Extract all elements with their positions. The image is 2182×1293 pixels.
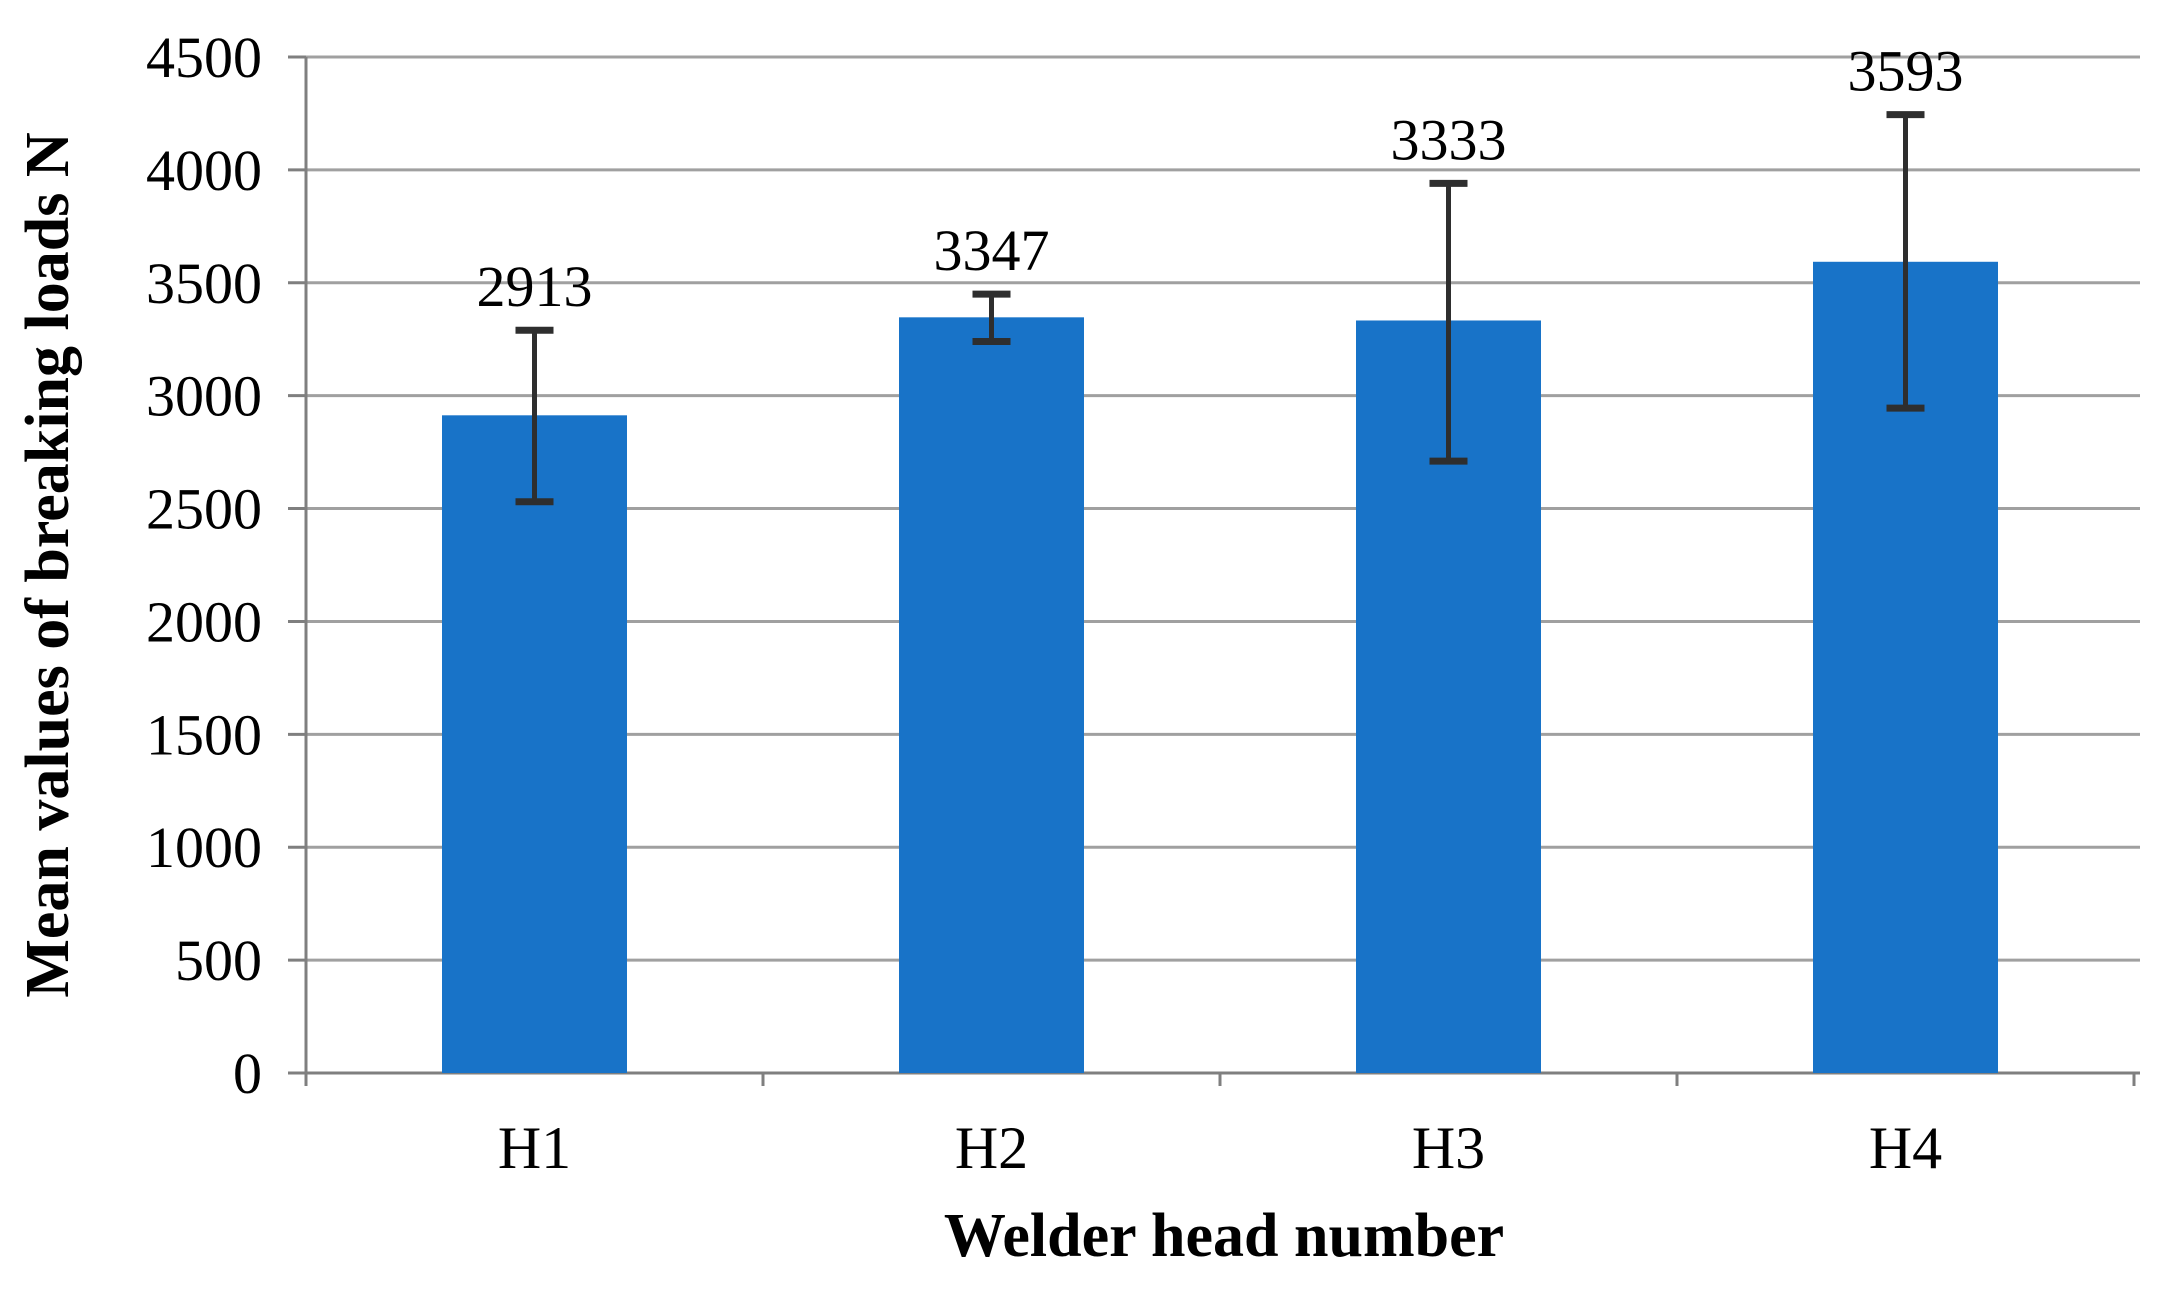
x-category-label-H2: H2: [955, 1115, 1028, 1181]
y-axis-title: Mean values of breaking loads N: [14, 132, 82, 997]
bar-H2: [899, 317, 1084, 1073]
y-tick-label: 3000: [146, 364, 262, 429]
y-tick-label: 4500: [146, 25, 262, 90]
data-label-H1: 2913: [477, 254, 593, 319]
y-tick-label: 1500: [146, 702, 262, 767]
y-tick-label: 4000: [146, 138, 262, 203]
data-label-H3: 3333: [1391, 107, 1507, 172]
labels: 0 500 1000 1500 2000 2500 3000 3500 4000 4500 2913…: [146, 25, 1964, 1181]
x-axis-title: Welder head number: [944, 1202, 1504, 1270]
y-tick-label: 2500: [146, 477, 262, 542]
x-category-label-H1: H1: [498, 1115, 571, 1181]
y-tick-label: 500: [175, 928, 262, 993]
x-category-label-H4: H4: [1869, 1115, 1942, 1181]
data-label-H2: 3347: [934, 218, 1050, 283]
data-label-H4: 3593: [1848, 39, 1964, 104]
y-tick-label: 2000: [146, 589, 262, 654]
y-tick-label: 1000: [146, 815, 262, 880]
bar-H1: [442, 415, 627, 1073]
y-tick-label: 3500: [146, 251, 262, 316]
x-category-label-H3: H3: [1412, 1115, 1485, 1181]
error-bars: [515, 111, 1925, 506]
y-tick-label: 0: [233, 1041, 262, 1106]
bars: [442, 261, 1998, 1073]
